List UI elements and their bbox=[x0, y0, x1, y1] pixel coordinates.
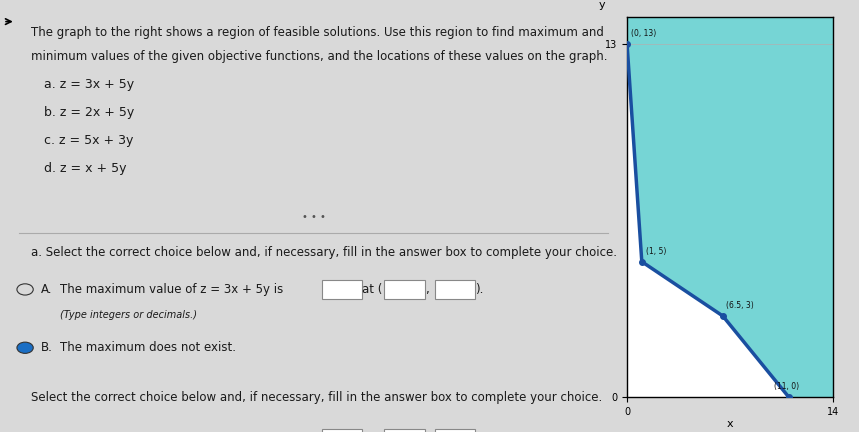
Text: minimum values of the given objective functions, and the locations of these valu: minimum values of the given objective fu… bbox=[31, 50, 608, 63]
FancyBboxPatch shape bbox=[321, 280, 362, 299]
Text: B.: B. bbox=[40, 341, 52, 354]
Text: Select the correct choice below and, if necessary, fill in the answer box to com: Select the correct choice below and, if … bbox=[31, 391, 603, 404]
Text: The maximum does not exist.: The maximum does not exist. bbox=[59, 341, 235, 354]
Text: (6.5, 3): (6.5, 3) bbox=[726, 301, 753, 310]
FancyBboxPatch shape bbox=[321, 429, 362, 432]
FancyBboxPatch shape bbox=[384, 280, 424, 299]
Text: c. z = 5x + 3y: c. z = 5x + 3y bbox=[44, 134, 133, 147]
FancyBboxPatch shape bbox=[384, 429, 424, 432]
Y-axis label: y: y bbox=[599, 0, 606, 10]
Text: ).: ). bbox=[475, 283, 484, 296]
Text: • • •: • • • bbox=[302, 213, 326, 222]
Text: (11, 0): (11, 0) bbox=[774, 382, 800, 391]
Text: b. z = 2x + 5y: b. z = 2x + 5y bbox=[44, 106, 134, 119]
Polygon shape bbox=[627, 17, 833, 397]
Text: a. Select the correct choice below and, if necessary, fill in the answer box to : a. Select the correct choice below and, … bbox=[31, 246, 618, 259]
X-axis label: x: x bbox=[727, 419, 734, 429]
Text: The graph to the right shows a region of feasible solutions. Use this region to : The graph to the right shows a region of… bbox=[31, 26, 604, 39]
Text: (0, 13): (0, 13) bbox=[631, 29, 657, 38]
Text: d. z = x + 5y: d. z = x + 5y bbox=[44, 162, 126, 175]
Text: The maximum value of z = 3x + 5y is: The maximum value of z = 3x + 5y is bbox=[59, 283, 283, 296]
Text: at (: at ( bbox=[362, 283, 383, 296]
FancyBboxPatch shape bbox=[435, 429, 475, 432]
Text: a. z = 3x + 5y: a. z = 3x + 5y bbox=[44, 78, 134, 91]
Circle shape bbox=[17, 342, 34, 353]
Text: ,: , bbox=[425, 283, 429, 296]
Text: (1, 5): (1, 5) bbox=[646, 247, 667, 255]
Text: A.: A. bbox=[40, 283, 52, 296]
Text: (Type integers or decimals.): (Type integers or decimals.) bbox=[59, 310, 197, 321]
FancyBboxPatch shape bbox=[435, 280, 475, 299]
